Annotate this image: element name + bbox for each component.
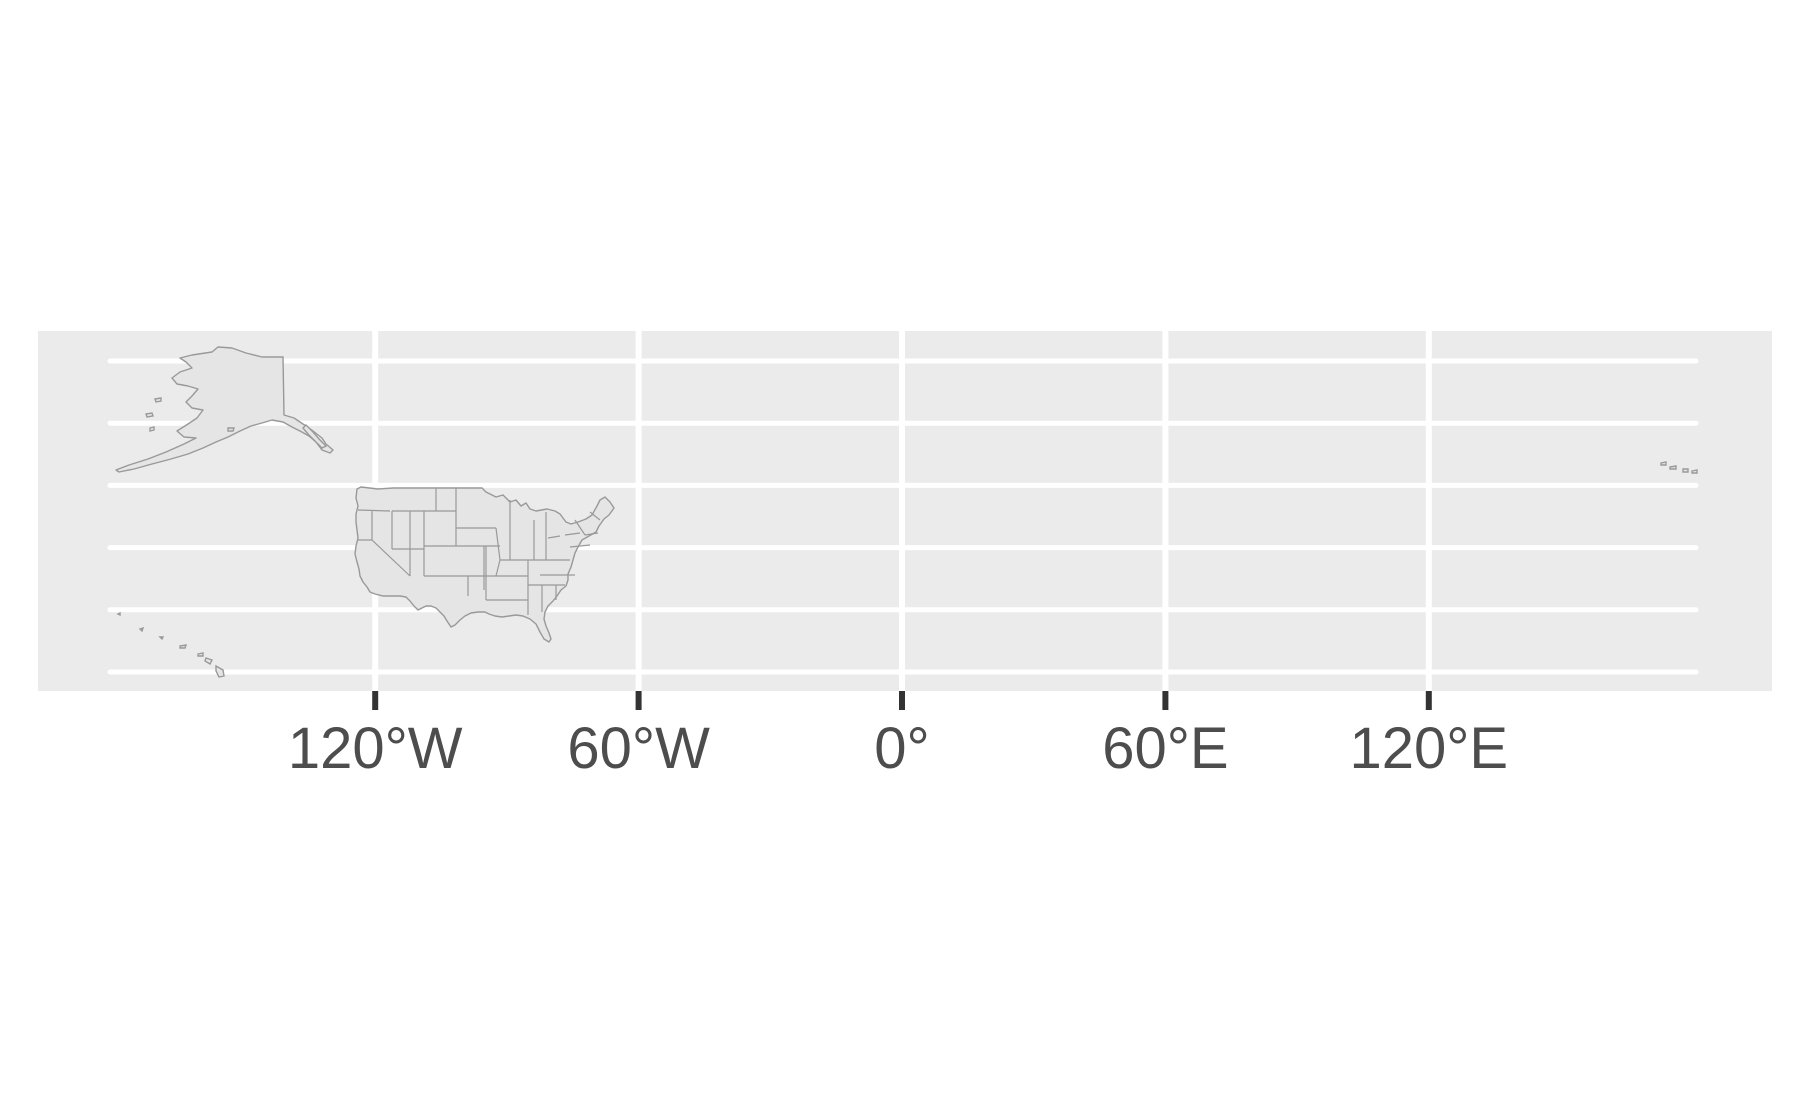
x-axis-tick-label: 60°W — [567, 716, 710, 781]
x-axis-tick-label: 120°W — [288, 716, 463, 781]
longitude-gridlines — [372, 331, 1432, 691]
x-axis-ticks — [372, 691, 1432, 710]
x-axis-tick-label: 60°E — [1102, 716, 1228, 781]
x-axis-tick-label: 0° — [874, 716, 929, 781]
alaska-panhandle-islands — [302, 424, 328, 449]
western-aleutian-islands — [1660, 461, 1698, 474]
land-layer — [115, 346, 1698, 678]
x-axis-tick-label: 120°E — [1349, 716, 1508, 781]
hawaii-islands — [116, 611, 225, 678]
alaska-shape — [115, 346, 334, 473]
x-axis-labels: 120°W 60°W 0° 60°E 120°E — [288, 716, 1508, 781]
aleutian-islands — [145, 397, 235, 432]
state-borders — [357, 488, 601, 615]
